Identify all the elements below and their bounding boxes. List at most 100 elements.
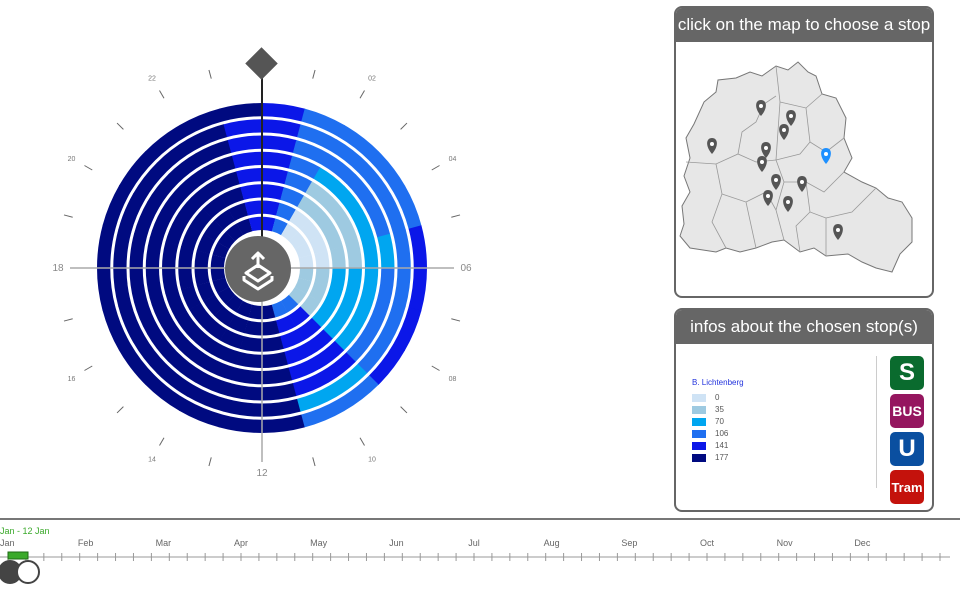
heat-segment[interactable] (214, 209, 236, 230)
diamond-handle-icon[interactable] (245, 47, 278, 80)
heat-segment[interactable] (261, 383, 297, 401)
heat-segment[interactable] (379, 193, 406, 234)
heat-segment[interactable] (145, 267, 163, 299)
heat-segment[interactable] (196, 234, 216, 254)
heat-segment[interactable] (222, 398, 262, 417)
heat-segment[interactable] (393, 307, 422, 351)
berlin-district-map[interactable] (676, 42, 932, 298)
heat-segment[interactable] (262, 151, 293, 169)
heat-segment[interactable] (262, 119, 302, 138)
heat-segment[interactable] (297, 195, 322, 219)
heat-segment[interactable] (202, 195, 227, 219)
map-pin-icon[interactable] (763, 190, 773, 206)
heat-segment[interactable] (217, 286, 236, 305)
heat-segment[interactable] (300, 399, 345, 428)
heat-segment[interactable] (214, 306, 235, 327)
heat-segment[interactable] (167, 352, 203, 383)
heat-segment[interactable] (311, 208, 335, 233)
heat-segment[interactable] (284, 343, 312, 365)
heat-segment[interactable] (191, 181, 219, 207)
heat-segment[interactable] (280, 329, 304, 349)
center-circle[interactable] (225, 236, 291, 302)
heat-segment[interactable] (392, 229, 411, 269)
heat-segment[interactable] (365, 201, 391, 238)
map-pin-icon[interactable] (779, 124, 789, 140)
heat-segment[interactable] (189, 208, 213, 233)
bus-icon[interactable]: BUS (890, 394, 924, 428)
heat-segment[interactable] (217, 231, 236, 249)
heat-segment[interactable] (227, 383, 262, 401)
heat-segment[interactable] (244, 200, 263, 216)
heat-segment[interactable] (113, 228, 132, 268)
berlin-outline[interactable] (679, 61, 913, 273)
heat-segment[interactable] (162, 267, 179, 294)
map-pin-icon[interactable] (833, 224, 843, 240)
heat-segment[interactable] (210, 267, 226, 282)
heat-segment[interactable] (313, 167, 345, 196)
heat-segment[interactable] (313, 340, 345, 369)
heat-segment[interactable] (203, 357, 236, 381)
heat-segment[interactable] (219, 103, 263, 122)
heat-segment[interactable] (178, 246, 194, 268)
heat-segment[interactable] (297, 317, 322, 341)
heat-segment[interactable] (346, 174, 377, 209)
heat-segment[interactable] (261, 336, 284, 352)
heat-segment[interactable] (187, 124, 228, 151)
heat-segment[interactable] (225, 294, 243, 313)
heat-segment[interactable] (408, 225, 427, 269)
heat-segment[interactable] (175, 311, 201, 339)
heat-segment[interactable] (337, 125, 380, 162)
heat-segment[interactable] (236, 300, 253, 318)
heat-segment[interactable] (261, 304, 276, 320)
heat-segment[interactable] (288, 306, 310, 327)
heat-segment[interactable] (262, 216, 276, 232)
heat-segment[interactable] (178, 267, 194, 290)
heat-segment[interactable] (211, 342, 240, 365)
heat-segment[interactable] (322, 286, 343, 311)
stop-name[interactable]: B. Lichtenberg (692, 378, 744, 387)
timeline[interactable]: Jan - 12 Jan Jan Feb Mar Apr May Jun Jul Aug Sep… (0, 517, 960, 590)
heat-segment[interactable] (369, 151, 406, 193)
heat-segment[interactable] (119, 150, 156, 193)
heat-segment[interactable] (262, 103, 306, 122)
map-pin-icon[interactable] (771, 174, 781, 190)
timeline-end-handle[interactable] (16, 560, 40, 584)
heat-segment[interactable] (240, 336, 262, 352)
heat-segment[interactable] (323, 226, 343, 250)
heat-segment[interactable] (288, 357, 321, 381)
heat-segment[interactable] (147, 327, 178, 362)
heat-segment[interactable] (179, 340, 211, 369)
heat-segment[interactable] (196, 281, 216, 302)
heat-segment[interactable] (231, 367, 262, 385)
heat-segment[interactable] (231, 151, 263, 169)
heat-segment[interactable] (321, 352, 356, 383)
heat-segment[interactable] (321, 153, 357, 184)
heat-segment[interactable] (189, 303, 213, 328)
heat-segment[interactable] (228, 314, 248, 334)
heat-segment[interactable] (147, 173, 178, 209)
heat-segment[interactable] (149, 209, 173, 242)
heat-segment[interactable] (351, 294, 375, 327)
center-upload-button[interactable] (225, 236, 291, 302)
heat-segment[interactable] (368, 343, 405, 386)
heat-segment[interactable] (262, 200, 280, 216)
heat-segment[interactable] (225, 223, 244, 242)
heat-segment[interactable] (281, 223, 299, 242)
tram-icon[interactable]: Tram (890, 470, 924, 504)
heat-segment[interactable] (102, 185, 131, 229)
heat-segment[interactable] (275, 314, 296, 334)
heat-segment[interactable] (261, 351, 288, 368)
heat-segment[interactable] (203, 220, 224, 241)
heat-segment[interactable] (323, 197, 349, 225)
heat-segment[interactable] (334, 185, 363, 217)
heat-segment[interactable] (203, 155, 236, 179)
heat-segment[interactable] (113, 267, 132, 307)
heat-segment[interactable] (191, 329, 219, 355)
map-pin-icon[interactable] (786, 110, 796, 126)
heat-segment[interactable] (330, 246, 346, 269)
map-pin-icon[interactable] (756, 100, 766, 116)
heat-segment[interactable] (161, 319, 190, 351)
heat-segment[interactable] (144, 374, 187, 411)
heat-segment[interactable] (165, 217, 188, 246)
heat-segment[interactable] (134, 201, 159, 238)
